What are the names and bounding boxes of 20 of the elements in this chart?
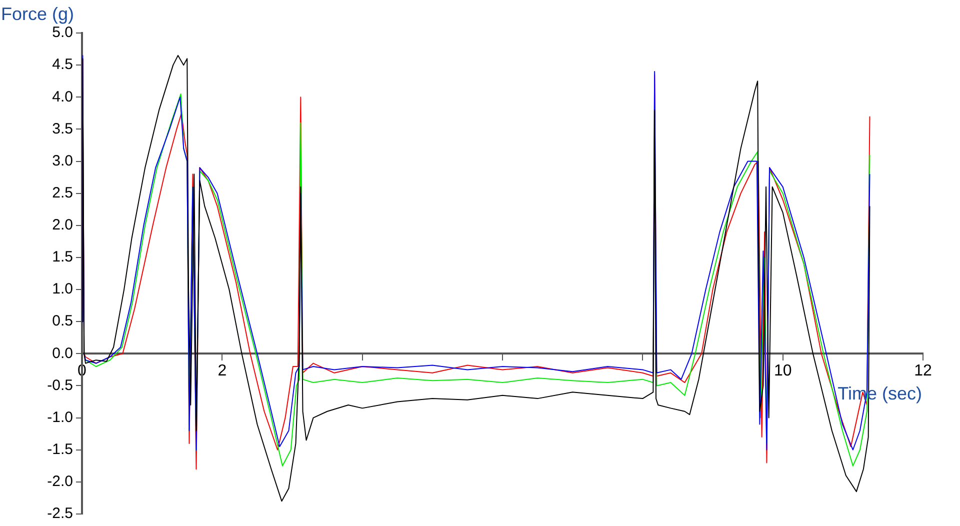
- y-tick-label: -1.0: [47, 408, 73, 426]
- y-axis-title: Force (g): [1, 4, 74, 24]
- y-tick-label: -1.5: [47, 441, 73, 458]
- y-tick-label: 1.0: [52, 280, 73, 298]
- y-tick-label: 4.5: [52, 56, 73, 74]
- y-tick-label: -2.0: [47, 473, 73, 490]
- y-tick-label: 5.0: [52, 24, 73, 42]
- y-tick-label: 1.5: [52, 248, 73, 266]
- y-tick-label: -0.5: [47, 376, 73, 394]
- y-tick-label: -2.5: [47, 505, 73, 522]
- y-tick-label: 4.0: [52, 88, 73, 106]
- y-tick-label: 2.5: [52, 184, 73, 202]
- y-tick-label: 0.5: [52, 312, 73, 330]
- y-tick-label: 3.0: [52, 152, 73, 170]
- y-tick-label: 3.5: [52, 120, 73, 138]
- x-tick-label: 12: [914, 362, 932, 380]
- y-tick-label: 0.0: [52, 344, 73, 362]
- x-tick-label: 2: [218, 362, 227, 380]
- x-tick-label: 10: [774, 362, 792, 380]
- y-tick-label: 2.0: [52, 216, 73, 234]
